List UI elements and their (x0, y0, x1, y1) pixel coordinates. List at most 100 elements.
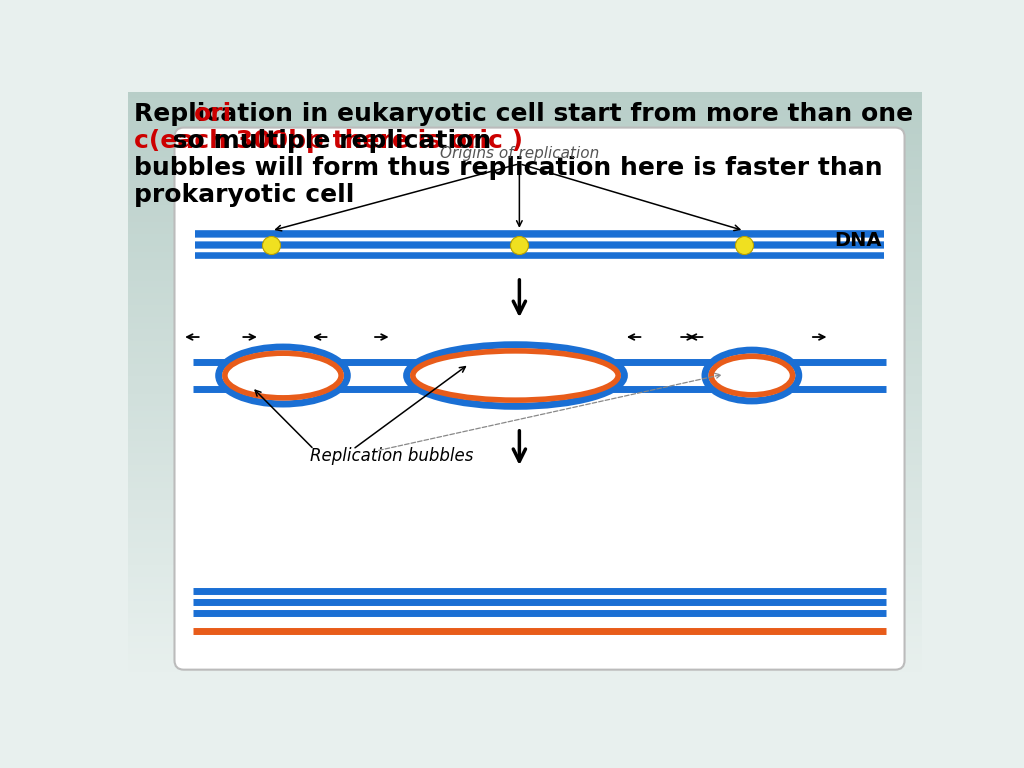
Bar (128, 169, 922, 175)
Bar (128, 471, 922, 476)
Text: Replication bubbles: Replication bubbles (310, 447, 473, 465)
Bar (128, 453, 922, 458)
Bar (128, 222, 922, 228)
Bar (128, 187, 922, 193)
Bar (128, 412, 922, 418)
Bar (128, 199, 922, 204)
Bar (128, 642, 922, 648)
Bar (128, 104, 922, 110)
Ellipse shape (223, 351, 343, 400)
Bar (128, 246, 922, 252)
Bar (128, 340, 922, 346)
Bar (128, 116, 922, 121)
Bar (128, 204, 922, 210)
Bar (128, 193, 922, 199)
Bar (128, 441, 922, 447)
Bar (128, 548, 922, 554)
Text: ori: ori (195, 102, 232, 126)
Bar (128, 518, 922, 524)
Bar (128, 276, 922, 281)
Text: prokaryotic cell: prokaryotic cell (134, 183, 354, 207)
Bar (128, 613, 922, 618)
Bar (128, 370, 922, 376)
Text: bubbles will form thus replication here is faster than: bubbles will form thus replication here … (134, 156, 883, 180)
Text: Replication in eukaryotic cell start from more than one: Replication in eukaryotic cell start fro… (134, 102, 922, 126)
Bar (128, 311, 922, 317)
Bar (128, 631, 922, 636)
Bar (128, 506, 922, 512)
Bar (128, 163, 922, 169)
Bar (128, 660, 922, 666)
Bar (128, 175, 922, 180)
Text: so multiple replication: so multiple replication (164, 129, 492, 153)
Bar (128, 252, 922, 258)
Bar (128, 554, 922, 559)
Bar (128, 495, 922, 500)
Ellipse shape (411, 349, 621, 402)
Bar (128, 648, 922, 654)
Bar (128, 353, 922, 358)
Bar (128, 406, 922, 412)
Bar (128, 536, 922, 541)
Bar (128, 654, 922, 660)
Bar (128, 376, 922, 382)
Bar (128, 281, 922, 287)
Bar (128, 329, 922, 335)
Bar (128, 228, 922, 234)
Bar (128, 607, 922, 613)
Bar (128, 512, 922, 518)
Bar (128, 465, 922, 471)
Bar (128, 323, 922, 329)
Bar (128, 180, 922, 187)
Text: c(each 300bp there is oric ): c(each 300bp there is oric ) (134, 129, 523, 153)
Bar (128, 121, 922, 127)
Bar (128, 677, 922, 684)
Bar (128, 151, 922, 157)
Bar (128, 399, 922, 406)
Bar (128, 601, 922, 607)
FancyBboxPatch shape (174, 127, 904, 670)
Bar (128, 364, 922, 370)
Bar (128, 458, 922, 465)
Bar (128, 559, 922, 565)
Bar (128, 234, 922, 240)
Bar (128, 530, 922, 536)
Ellipse shape (710, 354, 795, 397)
Bar (128, 382, 922, 388)
Bar (128, 488, 922, 495)
Bar (128, 335, 922, 340)
Bar (128, 270, 922, 276)
Bar (128, 287, 922, 293)
Bar (128, 217, 922, 222)
Bar (128, 394, 922, 399)
Bar (128, 358, 922, 364)
Bar (128, 263, 922, 270)
Bar (128, 145, 922, 151)
Bar (128, 305, 922, 311)
Bar (128, 92, 922, 98)
Bar (128, 346, 922, 353)
Bar (128, 636, 922, 642)
Bar (128, 524, 922, 530)
Bar (128, 541, 922, 548)
Bar (128, 388, 922, 394)
Bar (128, 435, 922, 441)
Bar (128, 577, 922, 583)
Text: Origins of replication: Origins of replication (439, 147, 599, 161)
Bar (128, 258, 922, 263)
Bar (128, 594, 922, 601)
Bar (128, 423, 922, 429)
Bar (128, 666, 922, 672)
Bar (128, 429, 922, 435)
Bar (128, 589, 922, 594)
Bar (128, 418, 922, 423)
Text: DNA: DNA (834, 231, 882, 250)
Bar (128, 299, 922, 305)
Bar (128, 571, 922, 577)
Bar (128, 476, 922, 482)
Bar (128, 618, 922, 624)
Bar (128, 157, 922, 163)
Bar (128, 583, 922, 589)
Bar (128, 672, 922, 677)
Bar (128, 565, 922, 571)
